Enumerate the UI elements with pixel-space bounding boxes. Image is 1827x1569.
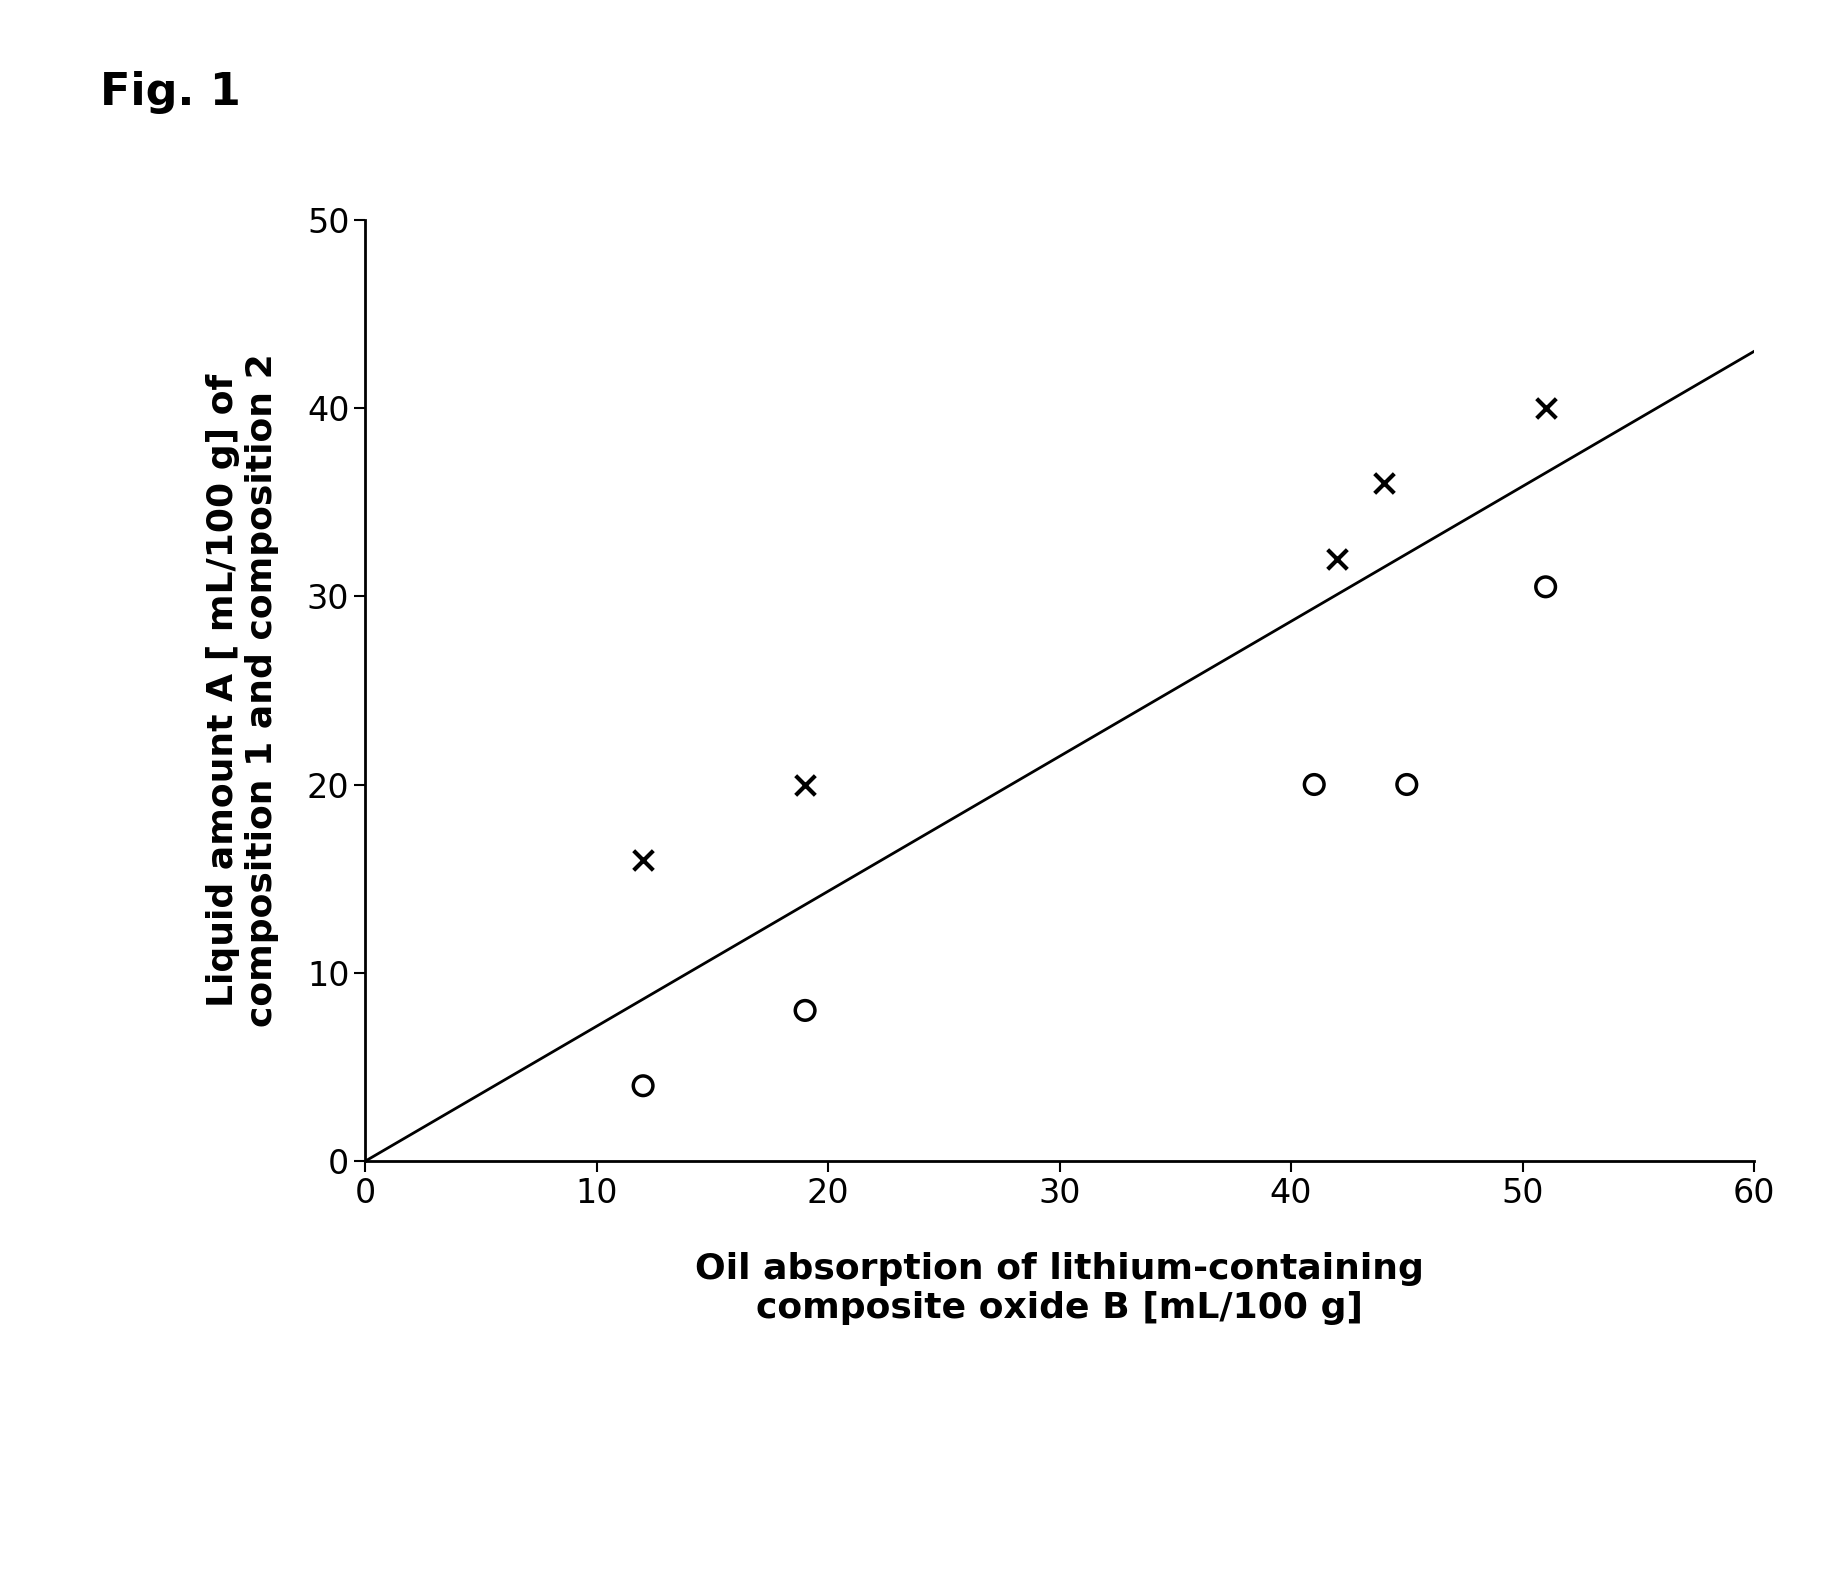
Y-axis label: Liquid amount A [ mL/100 g] of
composition 1 and composition 2: Liquid amount A [ mL/100 g] of compositi… — [206, 353, 280, 1028]
Point — [791, 998, 820, 1023]
Point — [628, 847, 658, 872]
Point — [628, 1073, 658, 1098]
X-axis label: Oil absorption of lithium-containing
composite oxide B [mL/100 g]: Oil absorption of lithium-containing com… — [696, 1252, 1423, 1326]
Text: Fig. 1: Fig. 1 — [100, 71, 241, 113]
Point — [1299, 772, 1328, 797]
Point — [791, 772, 820, 797]
Point — [1531, 395, 1560, 420]
Point — [1323, 546, 1352, 571]
Point — [1392, 772, 1421, 797]
Point — [1368, 471, 1398, 496]
Point — [1531, 574, 1560, 599]
